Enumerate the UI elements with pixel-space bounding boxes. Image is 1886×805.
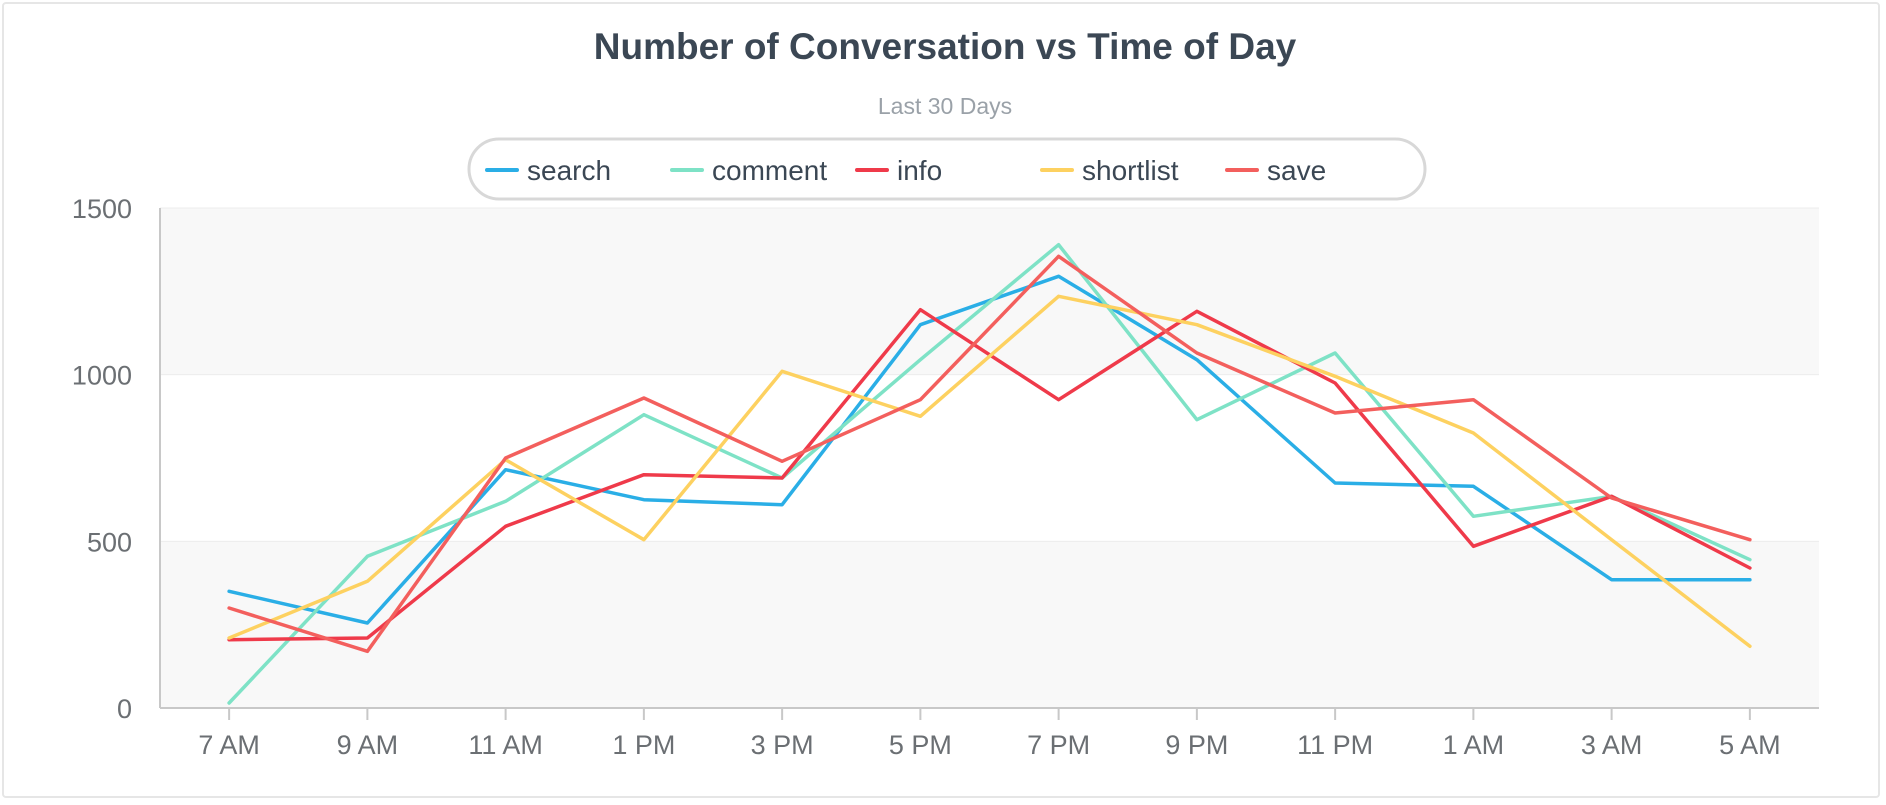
y-tick-label: 1500: [72, 194, 132, 224]
x-tick-label: 11 PM: [1297, 730, 1373, 760]
x-tick-label: 7 AM: [198, 730, 260, 760]
legend-label-search: search: [527, 155, 611, 186]
x-tick-label: 3 AM: [1581, 730, 1643, 760]
series-line-save: [227, 254, 1752, 654]
y-tick-label: 500: [87, 527, 132, 557]
plot-area: 0 500 1000 1500 7 AM 9 AM 11 AM 1 PM 3 PM 5 PM 7 P…: [72, 194, 1819, 760]
line-chart: Number of Conversation vs Time of Day La…: [72, 26, 1819, 760]
x-tick-label: 5 PM: [889, 730, 952, 760]
legend-label-info: info: [897, 155, 942, 186]
x-tick-label: 7 PM: [1027, 730, 1090, 760]
x-tick-label: 1 AM: [1443, 730, 1505, 760]
x-tick-label: 5 AM: [1719, 730, 1781, 760]
legend-label-shortlist: shortlist: [1082, 155, 1179, 186]
chart-subtitle: Last 30 Days: [878, 93, 1012, 119]
x-tick-label: 11 AM: [468, 730, 543, 760]
legend: search comment info shortlist save: [485, 155, 1326, 186]
series-line-comment: [227, 242, 1752, 705]
y-tick-label: 0: [117, 694, 132, 724]
plot-band: [160, 374, 1819, 542]
x-tick-label: 3 PM: [751, 730, 814, 760]
legend-box: [467, 137, 1427, 201]
x-tick-label: 1 PM: [612, 730, 675, 760]
chart-title: Number of Conversation vs Time of Day: [594, 26, 1297, 67]
legend-label-save: save: [1267, 155, 1326, 186]
series-line-shortlist: [227, 294, 1752, 649]
y-tick-label: 1000: [72, 361, 132, 391]
legend-label-comment: comment: [712, 155, 827, 186]
x-tick-label: 9 PM: [1165, 730, 1228, 760]
plot-band: [160, 208, 1819, 375]
plot-band: [160, 541, 1819, 708]
x-tick-label: 9 AM: [337, 730, 399, 760]
